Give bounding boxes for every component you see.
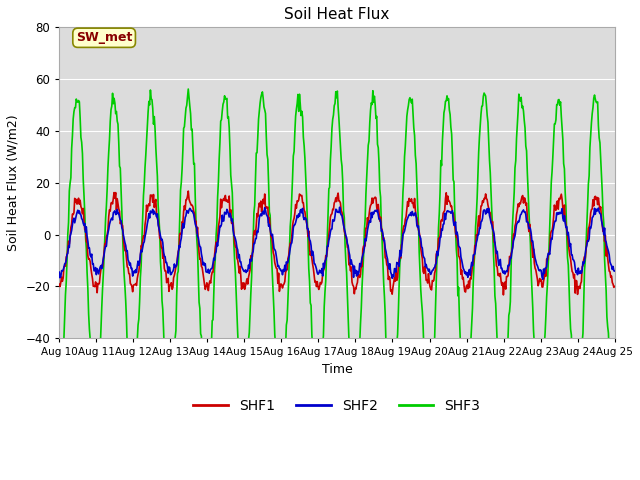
Y-axis label: Soil Heat Flux (W/m2): Soil Heat Flux (W/m2): [7, 114, 20, 251]
SHF2: [336, 204, 344, 210]
SHF1: [611, 284, 618, 289]
Title: Soil Heat Flux: Soil Heat Flux: [284, 7, 390, 22]
SHF1: [405, 195, 413, 201]
SHF3: [180, 125, 188, 131]
SHF2: [56, 269, 63, 275]
SHF1: [56, 281, 63, 287]
SHF3: [210, 293, 218, 299]
SHF2: [209, 265, 216, 271]
SHF3: [92, 404, 99, 409]
SHF2: [422, 264, 429, 270]
Line: SHF3: SHF3: [60, 89, 614, 407]
Line: SHF1: SHF1: [60, 191, 614, 295]
Text: SW_met: SW_met: [76, 31, 132, 44]
SHF2: [65, 244, 73, 250]
SHF1: [123, 256, 131, 262]
SHF2: [179, 221, 187, 227]
SHF1: [209, 269, 217, 275]
SHF2: [405, 212, 413, 217]
SHF2: [123, 248, 131, 254]
SHF3: [65, 188, 73, 194]
SHF3: [406, 95, 414, 101]
Line: SHF2: SHF2: [60, 207, 614, 279]
Legend: SHF1, SHF2, SHF3: SHF1, SHF2, SHF3: [188, 393, 486, 418]
SHF1: [422, 267, 429, 273]
SHF1: [500, 292, 508, 298]
SHF1: [65, 241, 73, 247]
SHF3: [611, 390, 618, 396]
SHF2: [611, 268, 618, 274]
SHF3: [56, 390, 63, 396]
SHF3: [124, 344, 131, 349]
SHF3: [422, 385, 430, 391]
SHF1: [184, 188, 192, 194]
X-axis label: Time: Time: [321, 363, 353, 376]
SHF1: [179, 220, 187, 226]
SHF3: [184, 86, 192, 92]
SHF2: [539, 276, 547, 282]
